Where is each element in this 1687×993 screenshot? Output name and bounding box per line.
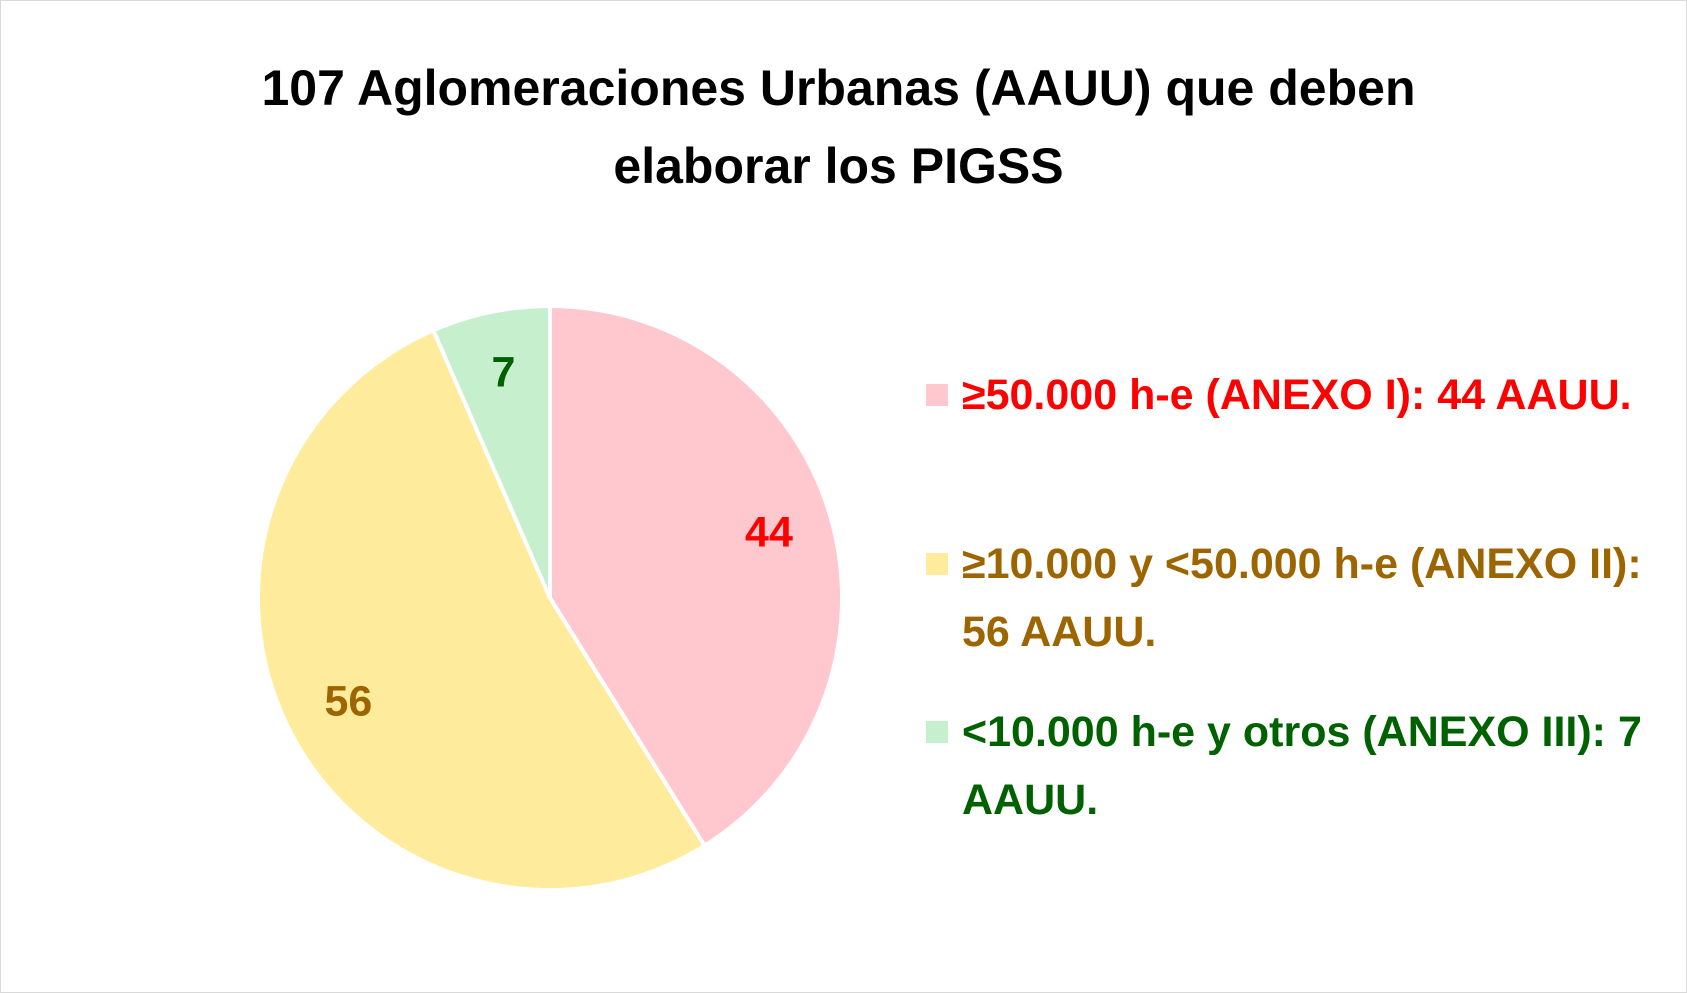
data-label: 7 (492, 348, 516, 396)
pie-slice (256, 327, 708, 892)
legend-swatch (926, 553, 948, 575)
legend-entry: ≥50.000 h-e (ANEXO I): 44 AAUU. (926, 361, 1666, 429)
legend-entry: ≥10.000 y <50.000 h-e (ANEXO II): 56 AAU… (926, 530, 1666, 666)
legend-label: ≥50.000 h-e (ANEXO I): 44 AAUU. (962, 371, 1632, 419)
pie-slice (548, 303, 844, 849)
data-label: 56 (325, 677, 373, 725)
legend-swatch (926, 721, 948, 743)
legend-label: <10.000 h-e y otros (ANEXO III): 7 AAUU. (962, 708, 1642, 824)
legend-entry: <10.000 h-e y otros (ANEXO III): 7 AAUU. (926, 698, 1666, 834)
pie-slice (430, 303, 552, 599)
legend-label: ≥10.000 y <50.000 h-e (ANEXO II): 56 AAU… (962, 540, 1642, 656)
legend-swatch (926, 384, 948, 406)
chart-title: 107 Aglomeraciones Urbanas (AAUU) que de… (261, 60, 1416, 194)
data-label: 44 (745, 509, 793, 557)
